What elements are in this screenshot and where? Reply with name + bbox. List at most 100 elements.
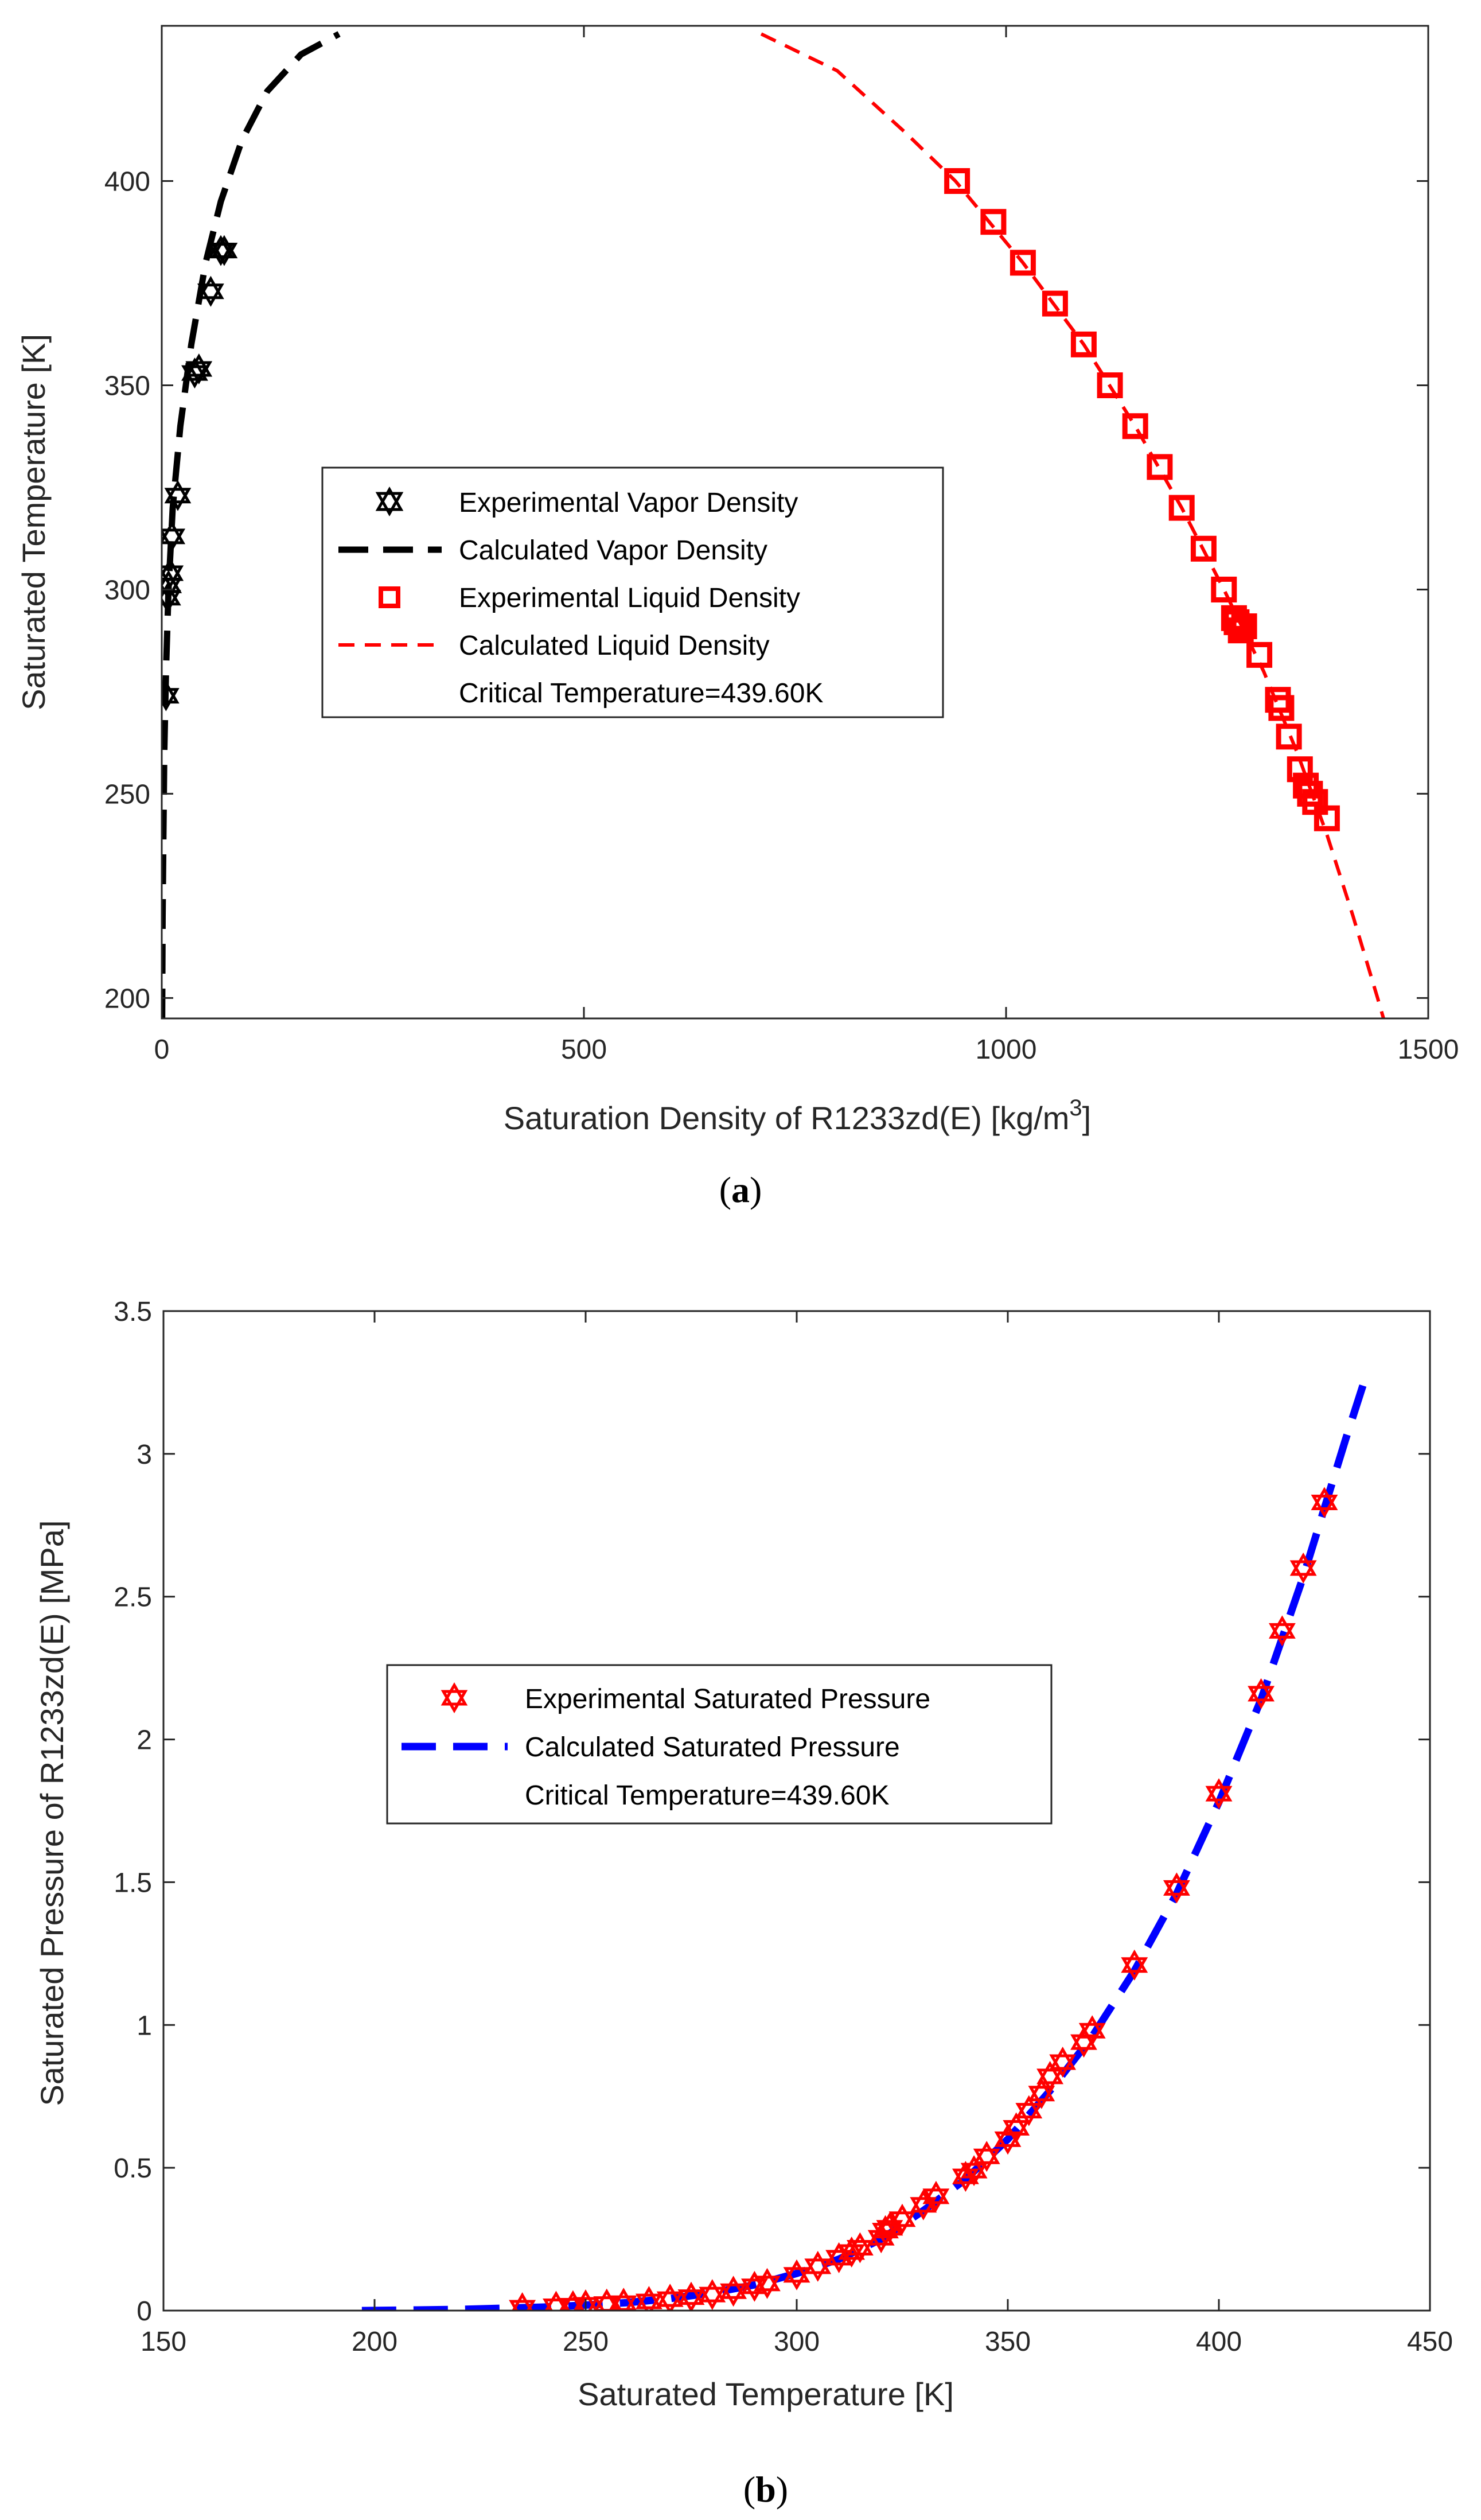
chart-a-ylabel: Saturated Temperature [K] bbox=[15, 334, 52, 710]
chart-a-point-square-6 bbox=[1122, 413, 1148, 440]
chart-a-point-square-18 bbox=[1276, 724, 1302, 750]
chart-a-series-line-0 bbox=[162, 31, 341, 1018]
chart-b-point-hexagram-13 bbox=[783, 2259, 810, 2290]
chart-b-ytick-label-3: 1.5 bbox=[114, 1868, 152, 1898]
chart-a-legend-box bbox=[321, 466, 944, 718]
legend-label-liquid-calc: Calculated Liquid Density bbox=[459, 631, 770, 661]
chart-a-point-hexagram-0 bbox=[162, 680, 180, 711]
chart-a-point-square-4 bbox=[1070, 331, 1097, 357]
chart-b-xtick-label-4: 350 bbox=[985, 2327, 1031, 2357]
chart-b-point-hexagram-34 bbox=[1078, 2015, 1106, 2047]
legend-marker-liquid-exp bbox=[379, 586, 400, 608]
chart-b-ytick-label-5: 2.5 bbox=[114, 1582, 152, 1613]
chart-a-ytick-label-0: 200 bbox=[104, 983, 150, 1014]
legend-label-critical-temp-a: Critical Temperature=439.60K bbox=[459, 678, 823, 709]
chart-b-point-hexagram-7 bbox=[656, 2284, 684, 2311]
chart-a-xtick-label-0: 0 bbox=[154, 1035, 170, 1065]
chart-panel-b: 150 200 250 300 350 400 450 0 0.5 1 1.5 2 2.5 3 3.5 Sa… bbox=[34, 1297, 1453, 2510]
chart-b-ytick-label-2: 1 bbox=[137, 2010, 152, 2041]
chart-a-point-hexagram-8 bbox=[197, 275, 224, 307]
chart-a-xlabel-main: Saturation Density of R1233zd(E) [kg/m bbox=[504, 1100, 1070, 1136]
chart-b-point-hexagram-40 bbox=[1289, 1552, 1317, 1584]
legend-hexagram-icon bbox=[441, 1682, 468, 1714]
chart-a-point-square-9 bbox=[1190, 535, 1217, 562]
chart-a-xlabel-tail: ] bbox=[1082, 1100, 1092, 1136]
chart-b-xtick-label-3: 300 bbox=[774, 2327, 820, 2357]
chart-b-xtick-label-5: 400 bbox=[1196, 2327, 1242, 2357]
chart-a-legend: Experimental Vapor Density Calculated Va… bbox=[321, 466, 944, 718]
chart-a-point-square-5 bbox=[1097, 372, 1123, 398]
chart-b-point-hexagram-41 bbox=[1311, 1487, 1338, 1518]
chart-b-point-hexagram-35 bbox=[1121, 1949, 1148, 1981]
chart-b-point-hexagram-25 bbox=[960, 2155, 988, 2187]
chart-b-point-hexagram-9 bbox=[699, 2279, 726, 2311]
legend-label-pressure-exp: Experimental Saturated Pressure bbox=[525, 1684, 930, 1714]
chart-a-point-square-0 bbox=[944, 168, 971, 194]
chart-a-xtick-label-1: 500 bbox=[561, 1035, 607, 1065]
chart-a-point-square-3 bbox=[1042, 290, 1068, 317]
chart-a-xlabel: Saturation Density of R1233zd(E) [kg/m3] bbox=[504, 1095, 1091, 1136]
chart-a-point-square-23 bbox=[1314, 805, 1340, 831]
chart-b-point-hexagram-31 bbox=[1036, 2060, 1064, 2092]
chart-a-xlabel-sup: 3 bbox=[1069, 1095, 1082, 1121]
chart-a-point-square-19 bbox=[1287, 756, 1313, 783]
chart-a-point-hexagram-10 bbox=[211, 235, 238, 266]
chart-b-xlabel: Saturated Temperature [K] bbox=[578, 2376, 954, 2412]
chart-b-point-hexagram-0 bbox=[509, 2292, 536, 2311]
chart-a-point-square-8 bbox=[1168, 495, 1195, 521]
chart-b-point-hexagram-14 bbox=[804, 2250, 832, 2282]
panel-label-a: (a) bbox=[719, 1169, 762, 1210]
chart-a-point-square-1 bbox=[980, 209, 1007, 235]
chart-a-ticks: 0 500 1000 1500 200 250 300 350 400 bbox=[104, 26, 1459, 1065]
chart-b-point-hexagram-28 bbox=[1003, 2112, 1030, 2144]
chart-a-point-hexagram-4 bbox=[162, 520, 186, 552]
chart-a-ytick-label-4: 400 bbox=[104, 167, 150, 197]
chart-b-ylabel: Saturated Pressure of R1233zd(E) [MPa] bbox=[34, 1520, 70, 2106]
chart-b-xtick-label-6: 450 bbox=[1407, 2327, 1453, 2357]
chart-b-ytick-label-1: 0.5 bbox=[114, 2153, 152, 2184]
legend-hexagram-icon bbox=[375, 486, 404, 517]
chart-b-point-hexagram-21 bbox=[888, 2203, 916, 2235]
chart-a-series-group bbox=[162, 31, 1385, 1018]
legend-label-vapor-exp: Experimental Vapor Density bbox=[459, 488, 798, 518]
chart-b-point-hexagram-26 bbox=[973, 2141, 1000, 2172]
chart-a-point-square-10 bbox=[1211, 577, 1237, 602]
chart-a-plot-content bbox=[162, 31, 1385, 1018]
legend-label-vapor-calc: Calculated Vapor Density bbox=[459, 535, 767, 566]
chart-a-point-square-2 bbox=[1010, 250, 1036, 276]
chart-a-point-square-14 bbox=[1231, 613, 1257, 639]
chart-a-xtick-label-2: 1000 bbox=[976, 1035, 1037, 1065]
legend-label-liquid-exp: Experimental Liquid Density bbox=[459, 583, 800, 613]
chart-b-point-hexagram-8 bbox=[677, 2281, 705, 2311]
chart-b-point-hexagram-1 bbox=[543, 2290, 570, 2311]
chart-b-xtick-label-2: 250 bbox=[563, 2327, 609, 2357]
chart-b-legend-box bbox=[386, 1664, 1053, 1825]
chart-b-ytick-label-6: 3 bbox=[137, 1440, 152, 1470]
chart-a-point-hexagram-7 bbox=[185, 353, 213, 385]
chart-b-point-hexagram-37 bbox=[1205, 1778, 1233, 1810]
legend-marker-pressure-exp bbox=[441, 1682, 468, 1714]
chart-a-xtick-label-3: 1500 bbox=[1398, 1035, 1459, 1065]
chart-a-series-line-1 bbox=[760, 32, 1385, 1018]
chart-b-xtick-label-1: 200 bbox=[352, 2327, 397, 2357]
chart-b-ytick-label-7: 3.5 bbox=[114, 1297, 152, 1327]
chart-a-point-hexagram-5 bbox=[164, 480, 192, 511]
chart-b-point-hexagram-12 bbox=[754, 2268, 781, 2299]
legend-label-pressure-calc: Calculated Saturated Pressure bbox=[525, 1732, 900, 1763]
chart-b-series-group bbox=[361, 1372, 1370, 2311]
chart-a-point-square-17 bbox=[1268, 695, 1295, 721]
chart-a-plot-frame bbox=[161, 25, 1429, 1020]
chart-b-point-hexagram-10 bbox=[720, 2276, 747, 2307]
panel-label-b-letter: b bbox=[755, 2469, 776, 2510]
chart-b-point-hexagram-23 bbox=[922, 2180, 950, 2212]
chart-a-point-square-7 bbox=[1147, 454, 1173, 480]
panel-label-b: (b) bbox=[743, 2469, 788, 2510]
chart-a-point-square-15 bbox=[1246, 641, 1273, 668]
chart-panel-a: 0 500 1000 1500 200 250 300 350 400 Saturated Te… bbox=[15, 25, 1459, 1210]
chart-b-legend: Experimental Saturated Pressure Calculat… bbox=[386, 1664, 1053, 1825]
chart-a-ytick-label-1: 250 bbox=[104, 779, 150, 810]
chart-b-point-hexagram-30 bbox=[1028, 2078, 1055, 2109]
chart-a-point-square-13 bbox=[1227, 617, 1254, 644]
panel-label-a-letter: a bbox=[731, 1169, 750, 1210]
